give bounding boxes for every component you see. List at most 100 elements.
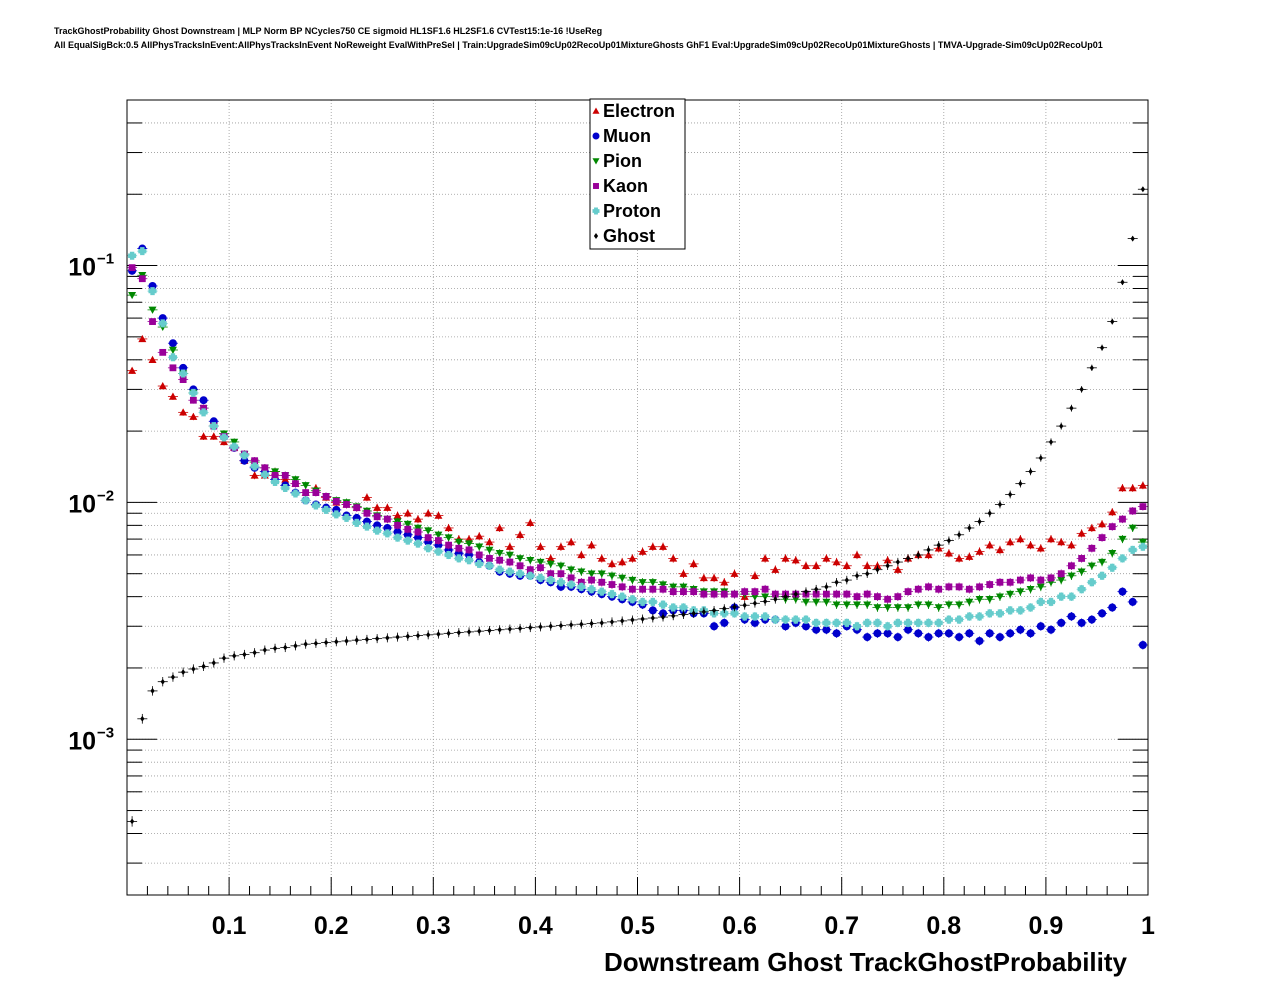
data-point — [516, 562, 524, 570]
data-point — [200, 404, 207, 412]
data-point — [260, 470, 269, 479]
data-point — [995, 609, 1004, 618]
data-point — [486, 555, 493, 562]
data-point — [1108, 603, 1117, 612]
data-point — [812, 625, 821, 634]
data-point — [853, 593, 861, 601]
data-point — [393, 511, 402, 519]
data-point — [955, 633, 964, 642]
data-point — [1018, 480, 1023, 487]
data-point — [179, 369, 188, 378]
data-point — [362, 493, 371, 501]
data-point — [1128, 524, 1137, 532]
data-point — [750, 618, 759, 627]
data-point — [965, 552, 974, 560]
data-point — [485, 538, 494, 546]
data-point — [1108, 563, 1117, 572]
data-point — [863, 601, 872, 609]
data-point — [842, 561, 851, 569]
data-point — [383, 515, 391, 523]
data-point — [689, 559, 698, 568]
data-point — [219, 433, 228, 442]
data-point — [893, 604, 902, 612]
data-point — [250, 462, 259, 471]
data-point — [648, 606, 657, 615]
data-point — [638, 597, 647, 606]
data-point — [854, 572, 860, 579]
x-axis-title: Downstream Ghost TrackGhostProbability — [604, 947, 1128, 977]
data-point — [546, 554, 555, 562]
data-point — [1108, 508, 1117, 516]
data-point — [413, 515, 422, 523]
data-point — [567, 566, 576, 574]
data-point — [873, 561, 882, 569]
data-point — [935, 585, 943, 593]
data-point — [587, 585, 596, 594]
data-point — [812, 590, 820, 598]
data-point — [311, 501, 320, 510]
legend-marker-pion — [592, 158, 600, 165]
data-point — [608, 581, 616, 588]
data-point — [832, 618, 841, 627]
data-point — [679, 569, 688, 577]
data-point — [301, 496, 310, 505]
data-point — [373, 503, 382, 511]
data-point — [834, 579, 839, 586]
data-point — [1128, 597, 1137, 606]
data-point — [924, 618, 933, 627]
data-point — [1079, 386, 1084, 393]
data-point — [955, 601, 964, 609]
data-point — [149, 318, 156, 325]
y-tick-label: 10 — [68, 727, 96, 755]
data-point — [1016, 625, 1025, 634]
data-point — [547, 570, 555, 578]
data-point — [1087, 562, 1096, 570]
data-point — [577, 550, 586, 559]
data-point — [732, 603, 737, 610]
data-point — [505, 551, 514, 559]
data-point — [1057, 538, 1066, 546]
data-point — [128, 251, 137, 260]
data-point — [415, 632, 421, 639]
data-point — [620, 617, 625, 624]
data-point — [179, 376, 187, 383]
data-point — [649, 585, 657, 593]
data-point — [874, 593, 881, 601]
data-point — [138, 275, 146, 283]
data-point — [1067, 572, 1076, 580]
data-point — [403, 536, 412, 545]
data-point — [557, 570, 565, 578]
data-point — [548, 623, 553, 630]
data-point — [924, 550, 933, 559]
data-point — [640, 615, 645, 622]
data-point — [873, 629, 882, 638]
data-point — [413, 539, 422, 548]
data-point — [648, 597, 657, 606]
data-point — [710, 622, 719, 631]
data-point — [292, 480, 299, 488]
data-point — [567, 574, 575, 582]
data-point — [936, 542, 941, 549]
data-point — [577, 582, 586, 591]
data-point — [546, 560, 555, 568]
data-point — [1006, 538, 1015, 546]
data-point — [240, 451, 249, 460]
data-point — [1016, 535, 1025, 543]
data-point — [465, 546, 473, 554]
data-point — [914, 629, 923, 638]
legend-marker-electron — [592, 107, 600, 114]
data-point — [1098, 520, 1107, 528]
data-point — [128, 366, 137, 374]
data-point — [403, 509, 412, 517]
data-point — [1026, 541, 1035, 549]
data-point — [424, 509, 433, 517]
series-muon — [127, 244, 1148, 650]
data-point — [1047, 597, 1056, 606]
data-point — [444, 523, 453, 532]
data-point — [281, 472, 289, 479]
data-point — [334, 638, 339, 645]
data-point — [812, 598, 821, 606]
data-point — [865, 570, 870, 577]
data-point — [750, 571, 759, 579]
data-point — [283, 644, 288, 651]
